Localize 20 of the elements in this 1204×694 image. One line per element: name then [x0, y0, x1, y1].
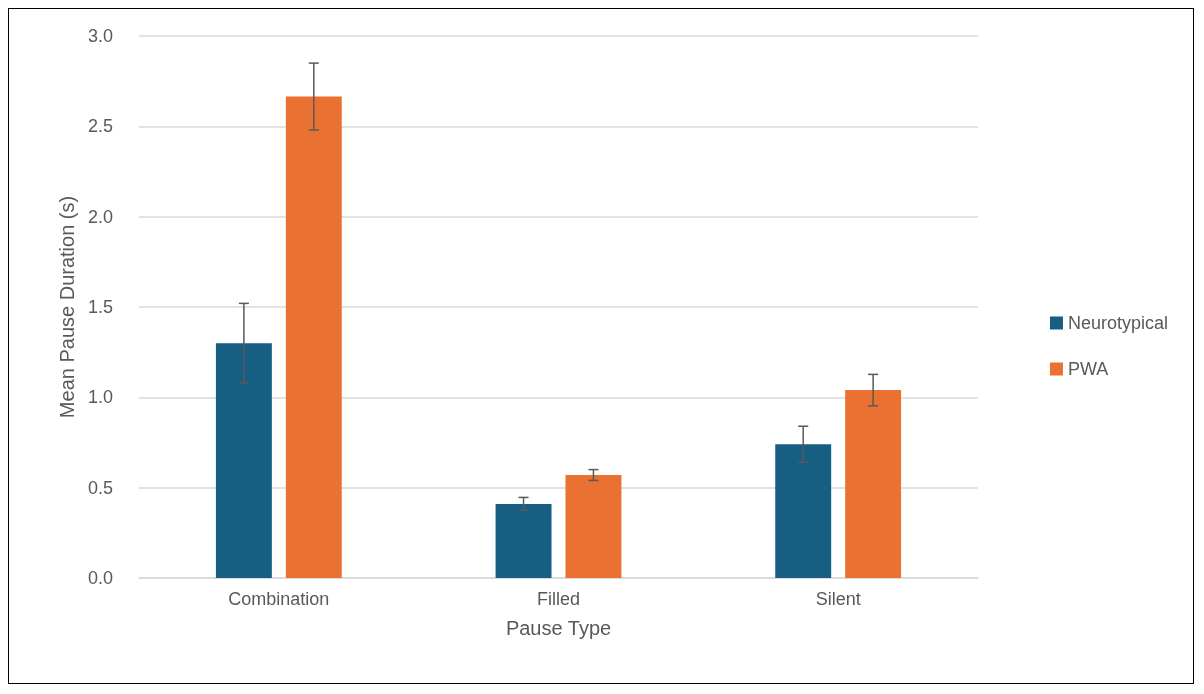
- x-tick-label: Silent: [815, 589, 861, 609]
- legend-label: Neurotypical: [1067, 313, 1168, 333]
- legend-label: PWA: [1067, 359, 1109, 379]
- y-axis-title: Mean Pause Duration (s): [56, 195, 79, 419]
- y-tick-label: 0.0: [87, 568, 113, 588]
- y-tick-label: 1.0: [87, 387, 113, 408]
- x-tick-label: Filled: [536, 589, 581, 609]
- y-tick-label: 0.5: [87, 477, 113, 498]
- y-tick-label: 3.0: [87, 26, 113, 46]
- bar: [285, 96, 342, 578]
- bar: [845, 390, 902, 578]
- bar: [495, 503, 552, 578]
- bar: [215, 343, 272, 578]
- bar: [565, 475, 622, 578]
- y-tick-label: 2.0: [87, 206, 113, 227]
- x-tick-label: Combination: [228, 589, 330, 609]
- x-axis-title: Pause Type: [505, 617, 612, 639]
- y-tick-label: 2.5: [87, 116, 113, 137]
- y-tick-label: 1.5: [87, 297, 113, 317]
- bar: [775, 444, 832, 578]
